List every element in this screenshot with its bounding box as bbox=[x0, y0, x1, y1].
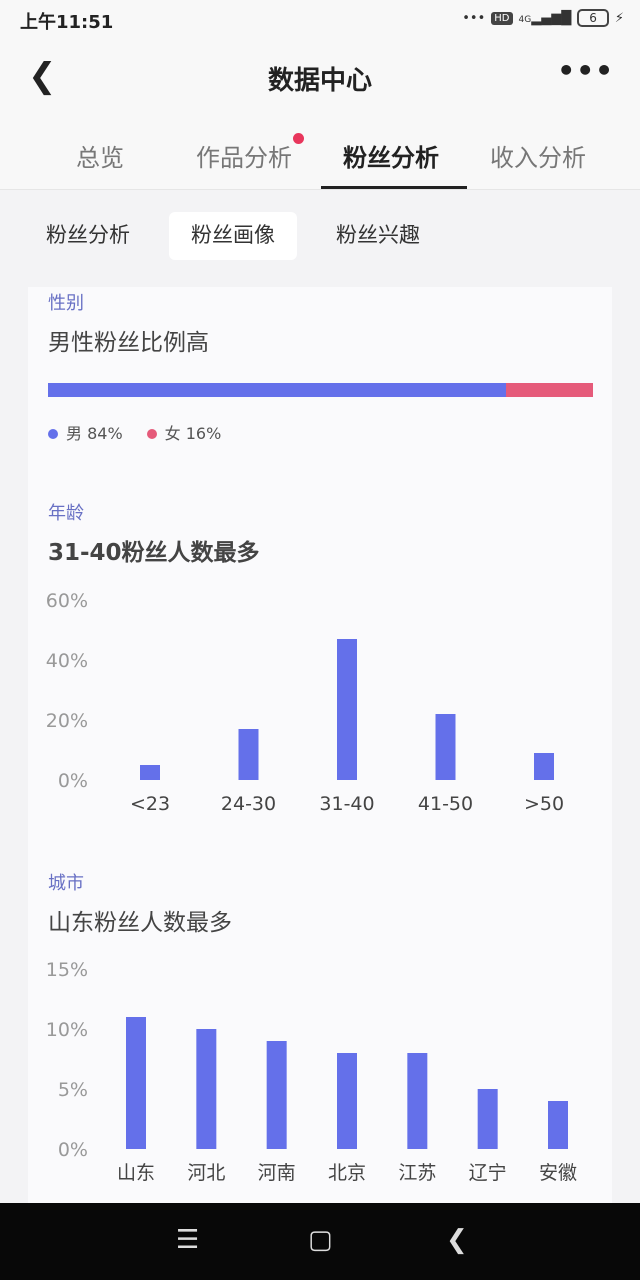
x-tick-label: 河南 bbox=[258, 1162, 296, 1184]
x-tick-label: 41-50 bbox=[418, 793, 473, 815]
male-segment bbox=[48, 383, 506, 397]
x-tick-label: 辽宁 bbox=[469, 1162, 507, 1184]
city-headline: 山东粉丝人数最多 bbox=[48, 910, 232, 936]
back-icon[interactable]: ❮ bbox=[28, 56, 57, 96]
bar bbox=[196, 1029, 217, 1149]
tab-fans[interactable]: 粉丝分析 bbox=[343, 144, 439, 172]
bar bbox=[477, 1089, 498, 1149]
x-tick-label: 江苏 bbox=[398, 1162, 436, 1184]
signal-icon: 4G▂▄▆█ bbox=[518, 10, 572, 26]
bar bbox=[534, 753, 554, 780]
active-tab-indicator bbox=[321, 186, 467, 189]
bar bbox=[238, 729, 259, 780]
page-title: 数据中心 bbox=[267, 66, 372, 96]
y-tick-label: 15% bbox=[46, 959, 88, 981]
menu-icon[interactable]: ☰ bbox=[176, 1225, 200, 1255]
legend-female: 女 16% bbox=[146, 420, 221, 444]
tab-works[interactable]: 作品分析 bbox=[196, 144, 292, 172]
gender-ratio-bar bbox=[48, 383, 593, 397]
legend-male: 男 84% bbox=[48, 420, 123, 444]
bar bbox=[140, 765, 160, 780]
y-tick-label: 10% bbox=[46, 1019, 88, 1041]
subtab-fan-interest[interactable]: 粉丝兴趣 bbox=[336, 223, 420, 247]
age-label: 年龄 bbox=[48, 503, 84, 524]
gender-headline: 男性粉丝比例高 bbox=[48, 330, 209, 356]
bar bbox=[407, 1053, 428, 1149]
app-header: ❮ 数据中心 ••• bbox=[0, 40, 640, 116]
system-nav-bar: ☰ ▢ ❮ bbox=[0, 1203, 640, 1280]
more-icon[interactable]: ••• bbox=[557, 54, 614, 87]
y-tick-label: 0% bbox=[58, 770, 88, 792]
charging-icon: ⚡ bbox=[614, 10, 624, 26]
bar bbox=[266, 1041, 287, 1149]
notification-dots-icon: ••• bbox=[462, 10, 486, 26]
y-tick-label: 20% bbox=[46, 710, 88, 732]
x-tick-label: 安徽 bbox=[539, 1162, 577, 1184]
bar bbox=[435, 714, 456, 780]
bar bbox=[337, 1053, 357, 1149]
clock: 上午11:51 bbox=[20, 12, 114, 33]
x-tick-label: 24-30 bbox=[221, 793, 276, 815]
female-segment bbox=[505, 383, 593, 397]
x-tick-label: 北京 bbox=[328, 1162, 366, 1184]
x-tick-label: <23 bbox=[130, 793, 170, 815]
age-chart: 0% 20% 40% 60% <23 24-30 31-40 41-50 >50 bbox=[46, 590, 564, 815]
x-tick-label: 31-40 bbox=[319, 793, 374, 815]
status-bar: 上午11:51 ••• HD 4G▂▄▆█ 6 ⚡ bbox=[0, 0, 640, 40]
gender-label: 性别 bbox=[48, 293, 84, 314]
home-icon[interactable]: ▢ bbox=[308, 1225, 333, 1255]
y-tick-label: 40% bbox=[46, 650, 88, 672]
subtab-fan-profile[interactable]: 粉丝画像 bbox=[169, 212, 297, 260]
subtab-fan-analysis[interactable]: 粉丝分析 bbox=[46, 223, 130, 247]
y-tick-label: 0% bbox=[58, 1139, 88, 1161]
back-icon[interactable]: ❮ bbox=[446, 1225, 468, 1255]
tab-income[interactable]: 收入分析 bbox=[490, 144, 586, 172]
x-tick-label: 山东 bbox=[117, 1162, 155, 1184]
x-tick-label: >50 bbox=[524, 793, 564, 815]
main-tabs: 总览 作品分析 粉丝分析 收入分析 bbox=[0, 116, 640, 190]
bar bbox=[548, 1101, 568, 1149]
bar bbox=[337, 639, 357, 780]
y-tick-label: 5% bbox=[58, 1079, 88, 1101]
city-chart: 0% 5% 10% 15% 山东 河北 河南 北京 江苏 辽宁 安徽 bbox=[46, 959, 577, 1184]
battery-icon: 6 bbox=[577, 9, 609, 27]
hd-icon: HD bbox=[491, 11, 513, 25]
y-tick-label: 60% bbox=[46, 590, 88, 612]
age-headline: 31-40粉丝人数最多 bbox=[48, 540, 260, 566]
notification-badge bbox=[293, 133, 304, 144]
fan-profile-card: 性别 男性粉丝比例高 男 84% 女 16% 年龄 31-40粉丝人数最多 0%… bbox=[28, 287, 612, 1203]
x-tick-label: 河北 bbox=[187, 1162, 225, 1184]
tab-overview[interactable]: 总览 bbox=[76, 144, 124, 172]
bar bbox=[126, 1017, 146, 1149]
city-label: 城市 bbox=[48, 873, 84, 894]
